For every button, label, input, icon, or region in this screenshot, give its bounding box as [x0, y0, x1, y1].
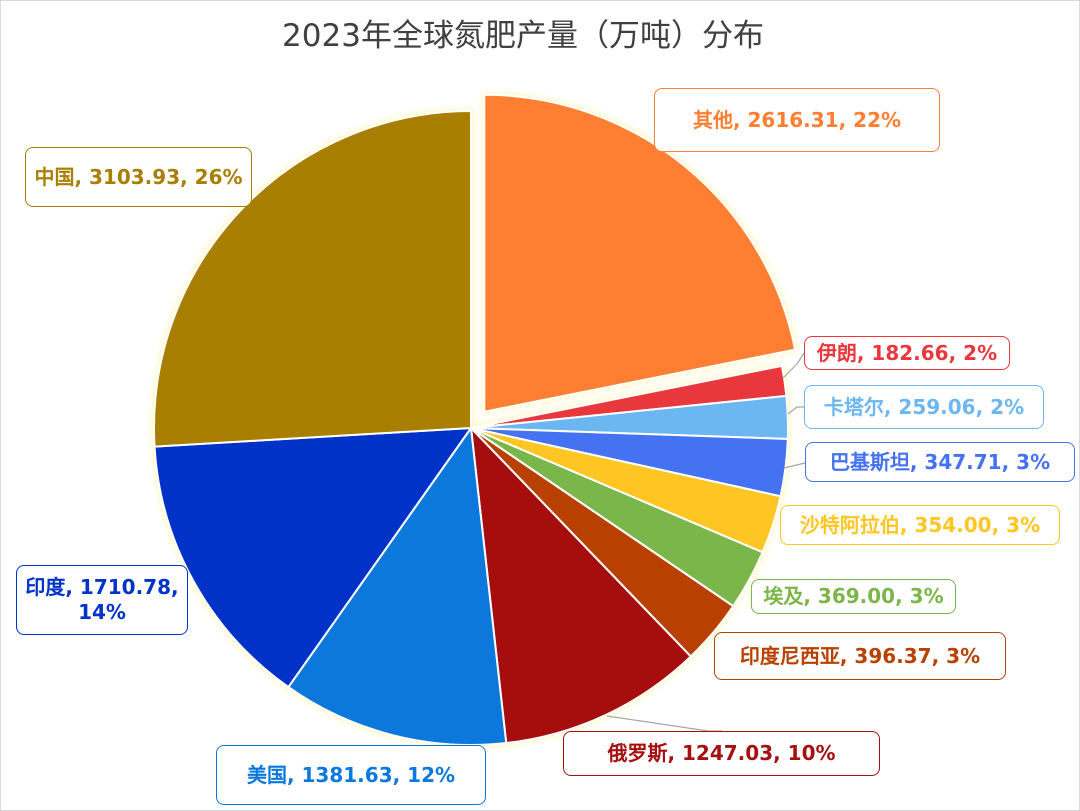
leader-line-3	[783, 462, 806, 469]
data-label-5: 埃及, 369.00, 3%	[751, 579, 956, 614]
chart-title: 2023年全球氮肥产量（万吨）分布	[282, 18, 764, 54]
data-label-0: 其他, 2616.31, 22%	[654, 88, 940, 152]
data-label-10: 中国, 3103.93, 26%	[25, 147, 252, 207]
data-label-7: 俄罗斯, 1247.03, 10%	[563, 731, 880, 776]
data-label-6: 印度尼西亚, 396.37, 3%	[714, 632, 1006, 680]
leader-line-2	[787, 406, 804, 415]
data-label-2: 卡塔尔, 259.06, 2%	[804, 385, 1044, 429]
leader-line-1	[782, 352, 805, 379]
leader-line-7	[606, 715, 722, 732]
pie-slice-8	[286, 425, 508, 746]
data-label-8: 美国, 1381.63, 12%	[216, 745, 486, 805]
pie-slice-10	[153, 109, 472, 448]
pie-slice-0	[483, 93, 797, 413]
data-label-4: 沙特阿拉伯, 354.00, 3%	[780, 505, 1060, 545]
data-label-1: 伊朗, 182.66, 2%	[804, 336, 1010, 370]
data-label-3: 巴基斯坦, 347.71, 3%	[805, 442, 1075, 482]
pie-slice-7	[469, 425, 693, 745]
pie-slice-9	[153, 426, 474, 689]
data-label-9: 印度, 1710.78, 14%	[16, 565, 188, 635]
